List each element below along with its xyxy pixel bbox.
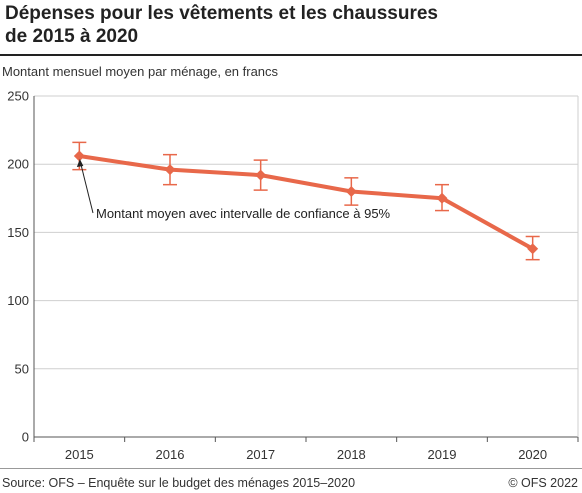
- data-point: [164, 164, 176, 176]
- title-rule: [0, 54, 582, 56]
- x-tick-label: 2015: [65, 447, 94, 462]
- data-point: [527, 243, 539, 255]
- data-point: [436, 192, 448, 204]
- series-line: [77, 154, 535, 251]
- copyright-note: © OFS 2022: [508, 476, 578, 490]
- y-tick-label: 150: [7, 225, 29, 240]
- chart-subtitle: Montant mensuel moyen par ménage, en fra…: [2, 64, 279, 79]
- footer-rule: [0, 468, 582, 469]
- data-point: [255, 169, 267, 181]
- title-line-1: Dépenses pour les vêtements et les chaus…: [5, 3, 438, 24]
- y-tick-label: 100: [7, 293, 29, 308]
- annotation-text: Montant moyen avec intervalle de confian…: [96, 206, 391, 221]
- y-tick-label: 50: [15, 361, 29, 376]
- chart-title: Dépenses pour les vêtements et les chaus…: [5, 2, 575, 48]
- data-point: [73, 150, 85, 162]
- annotation-pointer: [79, 161, 94, 214]
- y-tick-label: 200: [7, 157, 29, 172]
- annotation-arrowhead: [76, 159, 84, 168]
- y-tick-label: 0: [22, 430, 29, 445]
- y-tick-label: 250: [7, 89, 29, 104]
- x-tick-label: 2016: [156, 447, 185, 462]
- x-tick-label: 2020: [518, 447, 547, 462]
- source-note: Source: OFS – Enquête sur le budget des …: [2, 476, 356, 490]
- x-tick-label: 2018: [337, 447, 366, 462]
- line-chart: 0 50 100 150 200 250 2015 2016 2017 2018 2019 2020 M…: [7, 89, 579, 462]
- title-line-2: de 2015 à 2020: [5, 26, 139, 47]
- x-tick-label: 2019: [428, 447, 457, 462]
- x-tick-label: 2017: [246, 447, 275, 462]
- data-point: [345, 185, 357, 197]
